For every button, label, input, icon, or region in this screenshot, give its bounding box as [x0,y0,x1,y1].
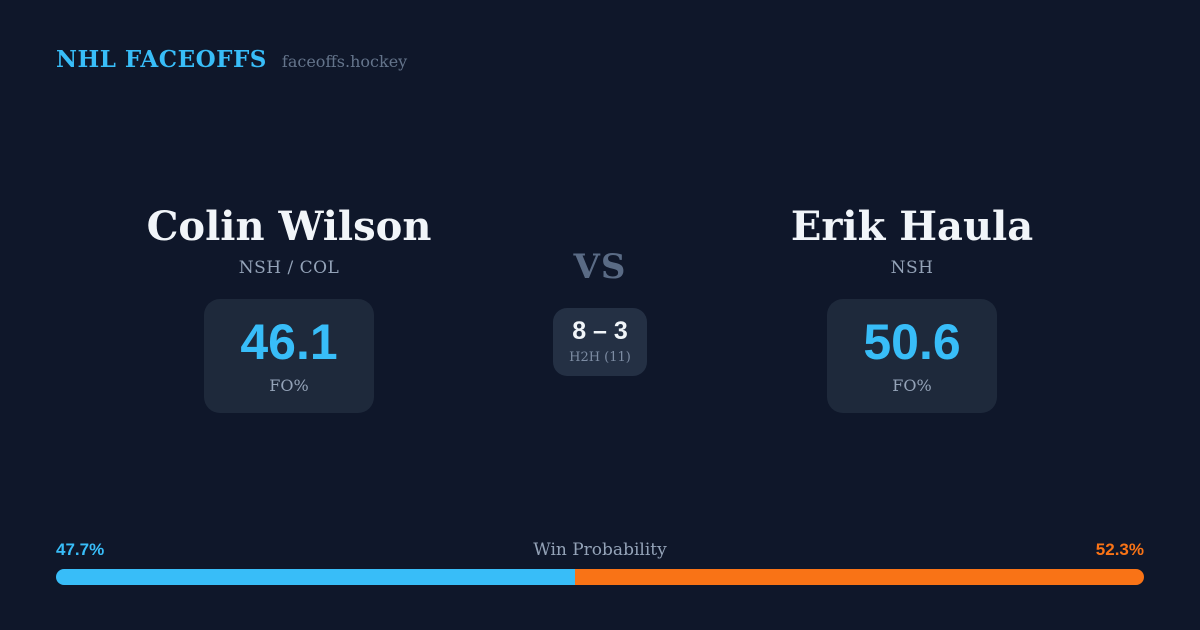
faceoff-stat-card-left: 46.1 FO% [204,299,374,413]
player-name-left: Colin Wilson [146,203,432,250]
vs-label: VS [573,247,627,287]
win-prob-title: Win Probability [533,540,667,560]
faceoff-label-left: FO% [269,376,309,395]
brand-logo: NHL FACEOFFS [56,46,267,73]
win-prob-left-pct: 47.7% [56,540,105,559]
player-column-left: Colin Wilson NSH / COL 46.1 FO% [109,205,469,413]
faceoff-stat-card-right: 50.6 FO% [827,299,997,413]
player-column-right: Erik Haula NSH 50.6 FO% [732,205,1092,413]
h2h-score: 8 – 3 [572,317,628,345]
player-teams-left: NSH / COL [238,258,340,278]
site-domain: faceoffs.hockey [281,52,408,71]
h2h-card: 8 – 3 H2H (11) [553,308,647,376]
h2h-label: H2H (11) [569,350,631,365]
win-prob-bar [56,569,1144,585]
win-prob-left-segment [56,569,575,585]
faceoff-label-right: FO% [892,376,932,395]
win-probability-labels: 47.7% Win Probability 52.3% [56,540,1144,560]
faceoff-value-left: 46.1 [240,314,338,370]
player-name-right: Erik Haula [790,203,1034,250]
faceoff-value-right: 50.6 [863,314,961,370]
win-prob-right-segment [574,569,1144,585]
matchup-center: VS 8 – 3 H2H (11) [500,250,700,376]
win-prob-right-pct: 52.3% [1095,540,1144,559]
player-teams-right: NSH [890,258,934,278]
win-probability-section: 47.7% Win Probability 52.3% [56,540,1144,585]
header: NHL FACEOFFS faceoffs.hockey [56,46,407,73]
